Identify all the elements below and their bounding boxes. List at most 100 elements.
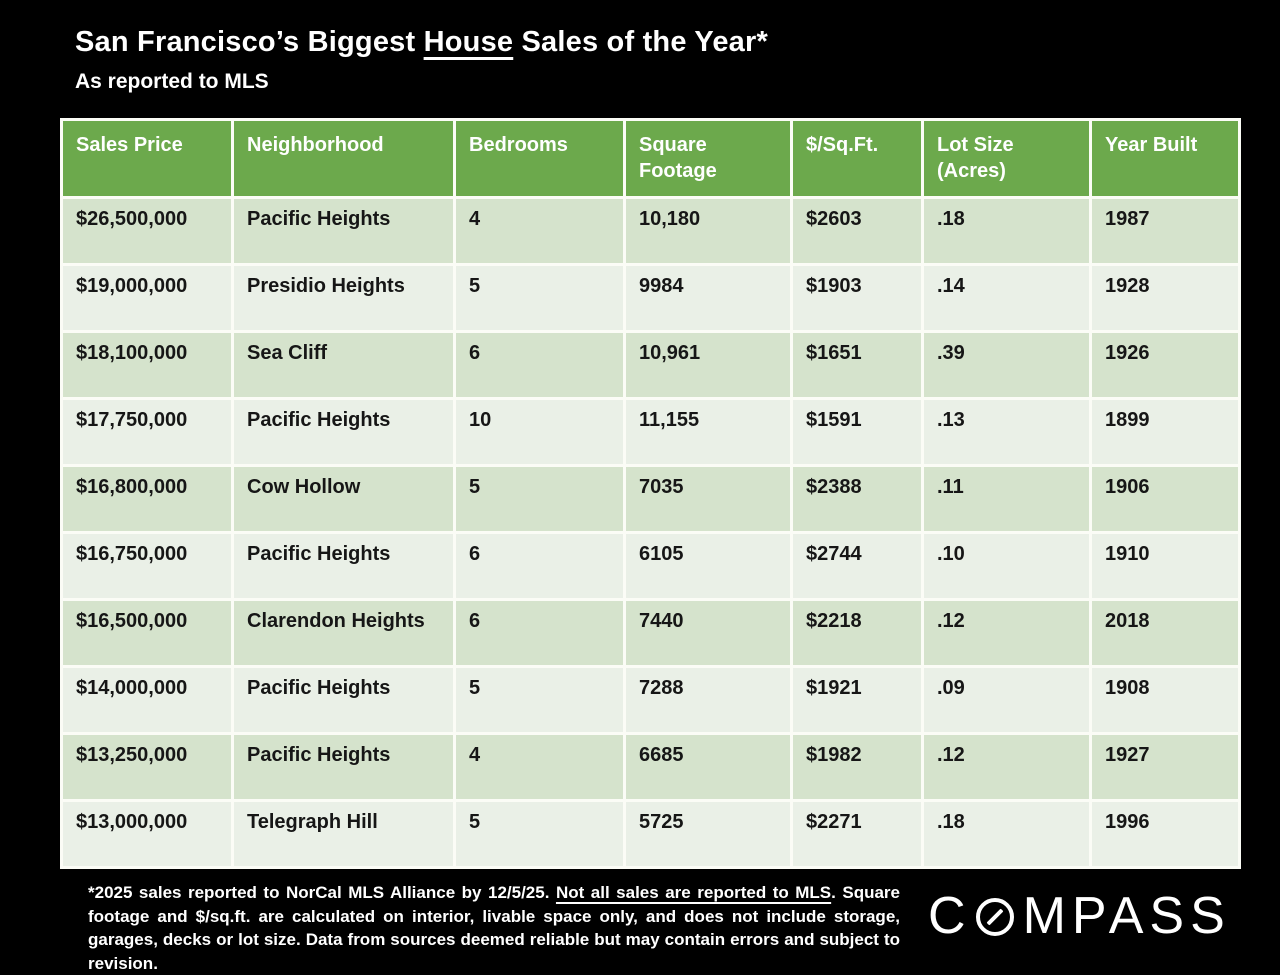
table-row: $18,100,000 Sea Cliff 6 10,961 $1651.39 1926 xyxy=(60,330,1241,400)
table-cell: Pacific Heights xyxy=(231,665,456,735)
table-cell: 7440 xyxy=(623,598,793,668)
table-cell: .12 xyxy=(921,732,1092,802)
table-cell: $1591 xyxy=(790,397,924,467)
table-cell: 10 xyxy=(453,397,626,467)
table-cell: $13,250,000 xyxy=(60,732,234,802)
sales-table-body: $26,500,000 Pacific Heights 4 10,180 $2603.1… xyxy=(60,196,1241,869)
table-cell: 5725 xyxy=(623,799,793,869)
table-cell: Pacific Heights xyxy=(231,732,456,802)
table-cell: 6 xyxy=(453,330,626,400)
compass-logo: C MPASS xyxy=(928,884,1231,948)
table-cell: 7288 xyxy=(623,665,793,735)
table-cell: .12 xyxy=(921,598,1092,668)
table-cell: Sea Cliff xyxy=(231,330,456,400)
page-title: San Francisco’s Biggest House Sales of t… xyxy=(75,26,768,59)
table-cell: 10,961 xyxy=(623,330,793,400)
table-cell: 1928 xyxy=(1089,263,1241,333)
column-header: Bedrooms xyxy=(453,118,626,199)
table-cell: 5 xyxy=(453,665,626,735)
table-cell: $17,750,000 xyxy=(60,397,234,467)
table-cell: 10,180 xyxy=(623,196,793,266)
table-cell: $1982 xyxy=(790,732,924,802)
column-header: Sales Price xyxy=(60,118,234,199)
table-cell: .14 xyxy=(921,263,1092,333)
compass-logo-letters-mpass: MPASS xyxy=(1022,887,1231,945)
table-cell: $1921 xyxy=(790,665,924,735)
table-cell: Clarendon Heights xyxy=(231,598,456,668)
table-cell: 1906 xyxy=(1089,464,1241,534)
table-row: $26,500,000 Pacific Heights 4 10,180 $2603.1… xyxy=(60,196,1241,266)
table-cell: 1910 xyxy=(1089,531,1241,601)
title-underlined-word: House xyxy=(423,26,514,58)
column-header: $/Sq.Ft. xyxy=(790,118,924,199)
table-cell: 5 xyxy=(453,263,626,333)
table-cell: Cow Hollow xyxy=(231,464,456,534)
table-cell: 6105 xyxy=(623,531,793,601)
compass-logo-letter-c: C xyxy=(928,887,972,945)
table-cell: .18 xyxy=(921,196,1092,266)
column-header: Square Footage xyxy=(623,118,793,199)
table-cell: $16,800,000 xyxy=(60,464,234,534)
table-cell: .13 xyxy=(921,397,1092,467)
table-cell: .18 xyxy=(921,799,1092,869)
table-cell: 6 xyxy=(453,598,626,668)
table-cell: $14,000,000 xyxy=(60,665,234,735)
compass-needle xyxy=(986,908,1004,926)
table-cell: 1926 xyxy=(1089,330,1241,400)
table-cell: Telegraph Hill xyxy=(231,799,456,869)
table-cell: $13,000,000 xyxy=(60,799,234,869)
table-cell: $2388 xyxy=(790,464,924,534)
table-cell: $1903 xyxy=(790,263,924,333)
title-text-pre: San Francisco’s Biggest xyxy=(75,26,424,58)
table-row: $16,800,000 Cow Hollow 5 7035 $2388.11 1906 xyxy=(60,464,1241,534)
table-cell: $2744 xyxy=(790,531,924,601)
table-cell: 1899 xyxy=(1089,397,1241,467)
table-cell: 7035 xyxy=(623,464,793,534)
subtitle: As reported to MLS xyxy=(75,70,269,93)
table-row: $19,000,000 Presidio Heights 5 9984 $1903.14… xyxy=(60,263,1241,333)
footnote: *2025 sales reported to NorCal MLS Allia… xyxy=(88,881,900,975)
table-cell: $26,500,000 xyxy=(60,196,234,266)
title-text-post: Sales of the Year* xyxy=(513,26,768,58)
table-cell: 1987 xyxy=(1089,196,1241,266)
sales-table-header-row: Sales Price Neighborhood Bedrooms Square Fo… xyxy=(60,118,1241,199)
table-cell: $2271 xyxy=(790,799,924,869)
table-cell: 1908 xyxy=(1089,665,1241,735)
table-cell: $16,750,000 xyxy=(60,531,234,601)
table-row: $14,000,000 Pacific Heights 5 7288 $1921.09 1… xyxy=(60,665,1241,735)
sales-table: Sales Price Neighborhood Bedrooms Square Fo… xyxy=(60,118,1241,869)
table-cell: $2603 xyxy=(790,196,924,266)
footnote-underlined-phrase: Not all sales are reported to MLS xyxy=(555,883,832,902)
table-cell: Presidio Heights xyxy=(231,263,456,333)
table-row: $13,250,000 Pacific Heights 4 6685 $1982.12 1… xyxy=(60,732,1241,802)
column-header: Lot Size (Acres) xyxy=(921,118,1092,199)
table-cell: 9984 xyxy=(623,263,793,333)
table-cell: 5 xyxy=(453,464,626,534)
table-cell: 6685 xyxy=(623,732,793,802)
table-cell: $18,100,000 xyxy=(60,330,234,400)
table-row: $16,500,000 Clarendon Heights 6 7440 $2218.1… xyxy=(60,598,1241,668)
footnote-text-pre: *2025 sales reported to NorCal MLS Allia… xyxy=(88,883,556,902)
table-row: $17,750,000 Pacific Heights 10 11,155 $1591.… xyxy=(60,397,1241,467)
table-cell: Pacific Heights xyxy=(231,531,456,601)
table-cell: $1651 xyxy=(790,330,924,400)
compass-o-needle-icon xyxy=(975,898,1014,936)
table-cell: 6 xyxy=(453,531,626,601)
table-cell: 2018 xyxy=(1089,598,1241,668)
table-cell: 4 xyxy=(453,196,626,266)
table-cell: .10 xyxy=(921,531,1092,601)
table-cell: $16,500,000 xyxy=(60,598,234,668)
column-header: Year Built xyxy=(1089,118,1241,199)
table-cell: 5 xyxy=(453,799,626,869)
table-cell: $19,000,000 xyxy=(60,263,234,333)
table-cell: $2218 xyxy=(790,598,924,668)
table-cell: 4 xyxy=(453,732,626,802)
table-cell: 1927 xyxy=(1089,732,1241,802)
table-row: $16,750,000 Pacific Heights 6 6105 $2744.10 1… xyxy=(60,531,1241,601)
table-cell: Pacific Heights xyxy=(231,196,456,266)
table-cell: 1996 xyxy=(1089,799,1241,869)
table-cell: .39 xyxy=(921,330,1092,400)
table-cell: .11 xyxy=(921,464,1092,534)
table-row: $13,000,000 Telegraph Hill 5 5725 $2271.18 19… xyxy=(60,799,1241,869)
